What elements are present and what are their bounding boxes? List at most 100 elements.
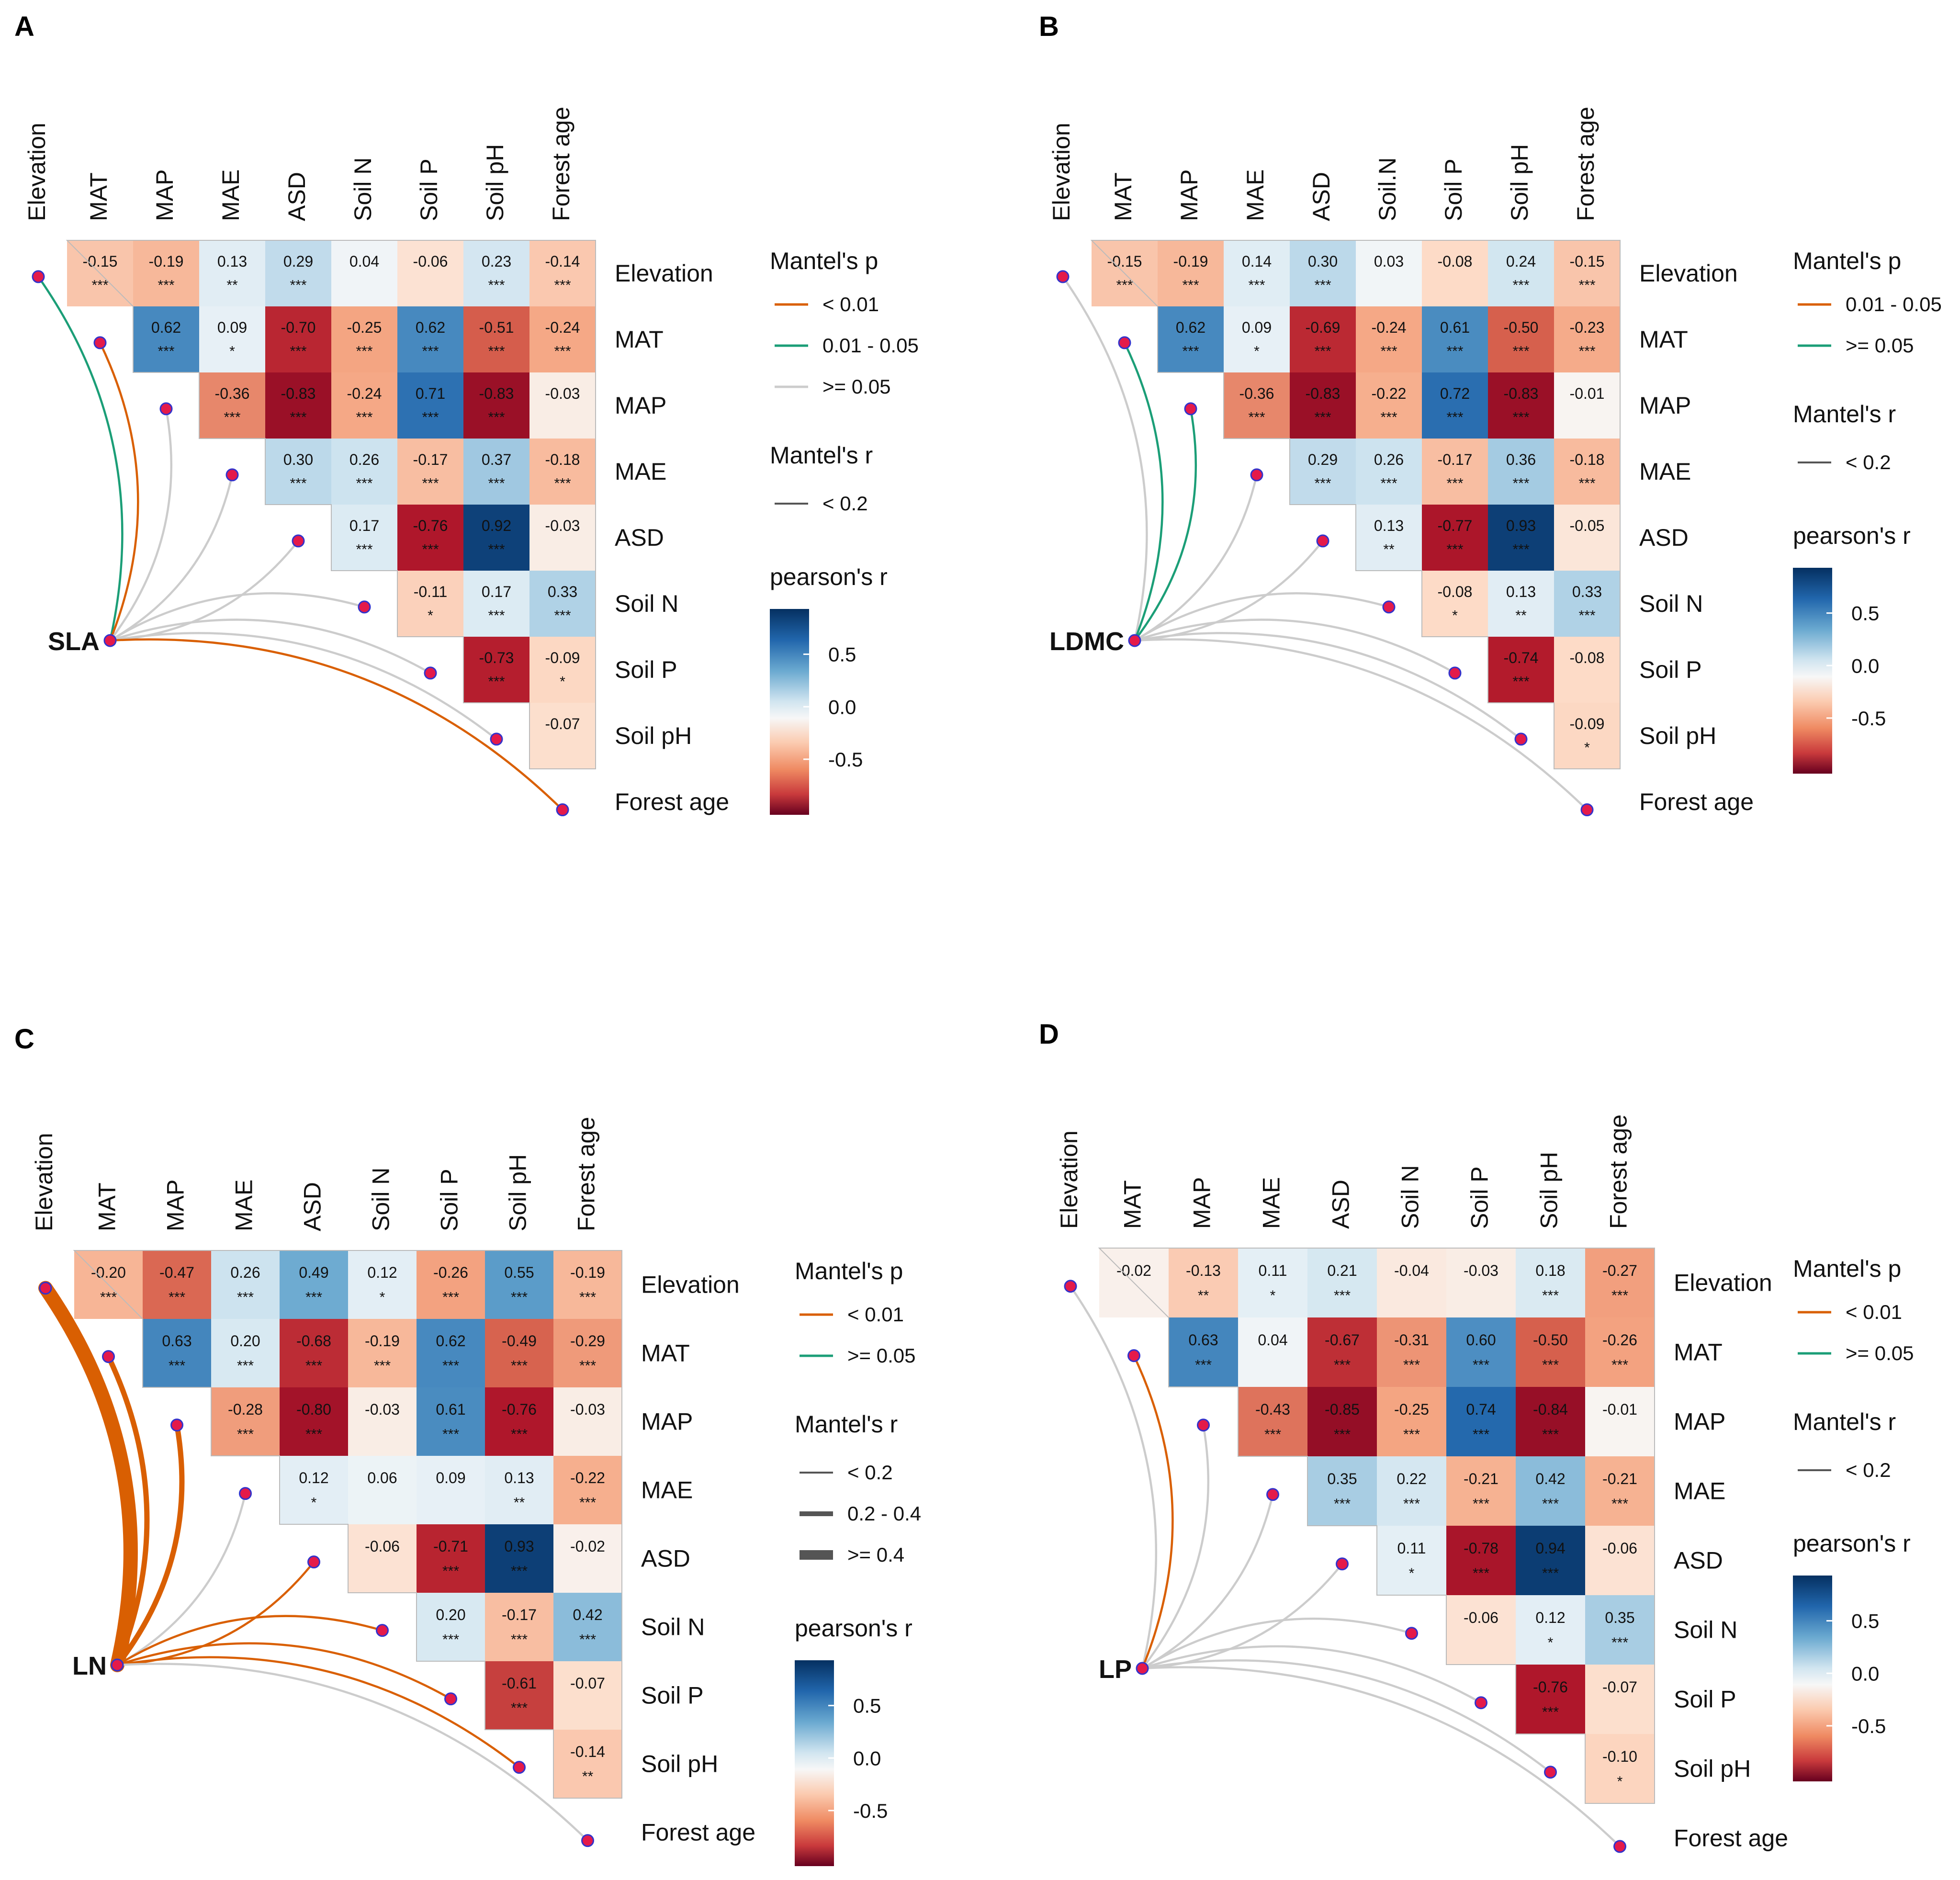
cell-value: -0.09 — [545, 649, 580, 666]
heat-cell — [529, 505, 596, 571]
cell-value: -0.17 — [413, 451, 448, 468]
cell-value: -0.01 — [1602, 1401, 1637, 1418]
cell-signif: *** — [442, 1563, 459, 1579]
heat-cell — [348, 1250, 417, 1319]
mantel-edge-mat — [1123, 341, 1164, 642]
cell-signif: ** — [582, 1768, 594, 1784]
heat-cell — [1377, 1317, 1446, 1387]
legend-mantel-p-title: Mantel's p — [1793, 248, 1901, 274]
heat-cell — [553, 1456, 622, 1524]
heat-cell — [1554, 505, 1620, 571]
row-label: Soil P — [1674, 1686, 1736, 1713]
cell-signif: *** — [1611, 1496, 1628, 1512]
cell-value: -0.77 — [1438, 517, 1473, 534]
trait-label: LN — [72, 1652, 107, 1680]
cell-signif: *** — [554, 278, 571, 293]
cell-value: 0.62 — [1176, 319, 1205, 336]
cell-signif: *** — [237, 1358, 254, 1373]
cell-signif: *** — [579, 1495, 596, 1510]
heat-cell — [1446, 1526, 1516, 1595]
cell-value: -0.11 — [414, 583, 448, 600]
heat-cell — [1554, 571, 1620, 637]
pearson-colorbar — [1793, 568, 1832, 774]
heat-cell — [199, 240, 265, 306]
heat-cell — [1356, 240, 1422, 306]
heat-cell — [1516, 1248, 1585, 1317]
heat-cell — [1307, 1387, 1377, 1456]
cell-value: -0.08 — [1438, 583, 1473, 600]
cell-value: -0.03 — [545, 385, 580, 402]
panel-letter: A — [14, 11, 34, 42]
cell-signif: *** — [1446, 542, 1463, 558]
heat-cell — [1446, 1248, 1516, 1317]
colorbar-tick-label: -0.5 — [1851, 1715, 1886, 1737]
heat-cell — [199, 372, 265, 439]
heat-cell — [1422, 571, 1488, 637]
cell-signif: *** — [1314, 410, 1331, 426]
col-label: ASD — [1308, 172, 1335, 221]
heat-cell — [1585, 1317, 1655, 1387]
heat-cell — [417, 1250, 485, 1319]
heat-cell — [265, 240, 331, 306]
mantel-edge-soil-n — [116, 1615, 383, 1666]
cell-value: -0.06 — [413, 253, 448, 270]
cell-signif: *** — [422, 542, 439, 558]
cell-value: 0.21 — [1327, 1262, 1357, 1279]
cell-value: -0.22 — [1372, 385, 1407, 402]
cell-value: -0.68 — [296, 1332, 331, 1350]
cell-value: -0.80 — [296, 1401, 331, 1418]
heat-cell — [331, 505, 397, 571]
col-label: ASD — [1328, 1180, 1354, 1229]
row-label: Soil pH — [1639, 722, 1716, 749]
heat-cell — [348, 1524, 417, 1593]
mantel-edge-soil-n — [1133, 592, 1390, 642]
cell-value: -0.27 — [1602, 1262, 1637, 1279]
cell-signif: * — [1254, 344, 1260, 360]
cell-signif: *** — [511, 1700, 528, 1716]
mantel-edge-map — [114, 1422, 185, 1668]
cell-signif: *** — [1578, 278, 1595, 293]
cell-signif: *** — [1446, 344, 1463, 360]
cell-value: -0.14 — [545, 253, 580, 270]
cell-value: 0.42 — [1535, 1470, 1565, 1487]
colorbar-tick-label: -0.5 — [853, 1800, 888, 1822]
cell-signif: *** — [488, 344, 505, 360]
heat-cell — [1290, 372, 1356, 439]
legend-p-label: >= 0.05 — [822, 375, 890, 398]
heat-cell — [485, 1319, 553, 1387]
cell-signif: ** — [1198, 1288, 1209, 1304]
cell-signif: *** — [1182, 278, 1199, 293]
variable-node — [513, 1761, 526, 1774]
heat-cell — [1224, 240, 1290, 306]
row-label: Soil P — [641, 1682, 704, 1709]
row-label: Elevation — [1674, 1270, 1772, 1296]
heat-cell — [1290, 306, 1356, 372]
cell-signif: *** — [1334, 1427, 1351, 1442]
col-label: MAP — [1176, 169, 1203, 221]
cell-value: -0.51 — [479, 319, 514, 336]
cell-value: 0.63 — [162, 1332, 191, 1350]
row-label: MAT — [641, 1340, 690, 1367]
cell-signif: *** — [91, 278, 108, 293]
heat-cell — [463, 505, 529, 571]
cell-signif: * — [1270, 1288, 1276, 1304]
heat-cell — [1516, 1317, 1585, 1387]
cell-signif: *** — [224, 410, 240, 426]
heat-cell — [1307, 1248, 1377, 1317]
cell-signif: *** — [579, 1632, 596, 1647]
cell-value: -0.06 — [1464, 1609, 1498, 1626]
legend-pearson-title: pearson's r — [1793, 1530, 1911, 1557]
heat-cell — [133, 240, 199, 306]
col-label: Soil pH — [1536, 1152, 1563, 1229]
col-label-elevation: Elevation — [31, 1133, 57, 1231]
legend-r-label: < 0.2 — [1846, 1459, 1891, 1481]
panel-letter: B — [1039, 11, 1059, 42]
cell-value: -0.69 — [1306, 319, 1340, 336]
trait-node — [103, 634, 117, 647]
colorbar-tick-label: -0.5 — [1851, 707, 1886, 730]
legend-p-label: < 0.01 — [847, 1303, 904, 1326]
legend-r-label: < 0.2 — [847, 1461, 893, 1484]
col-label: ASD — [299, 1182, 326, 1231]
heat-cell — [1307, 1456, 1377, 1526]
cell-value: -0.70 — [281, 319, 316, 336]
